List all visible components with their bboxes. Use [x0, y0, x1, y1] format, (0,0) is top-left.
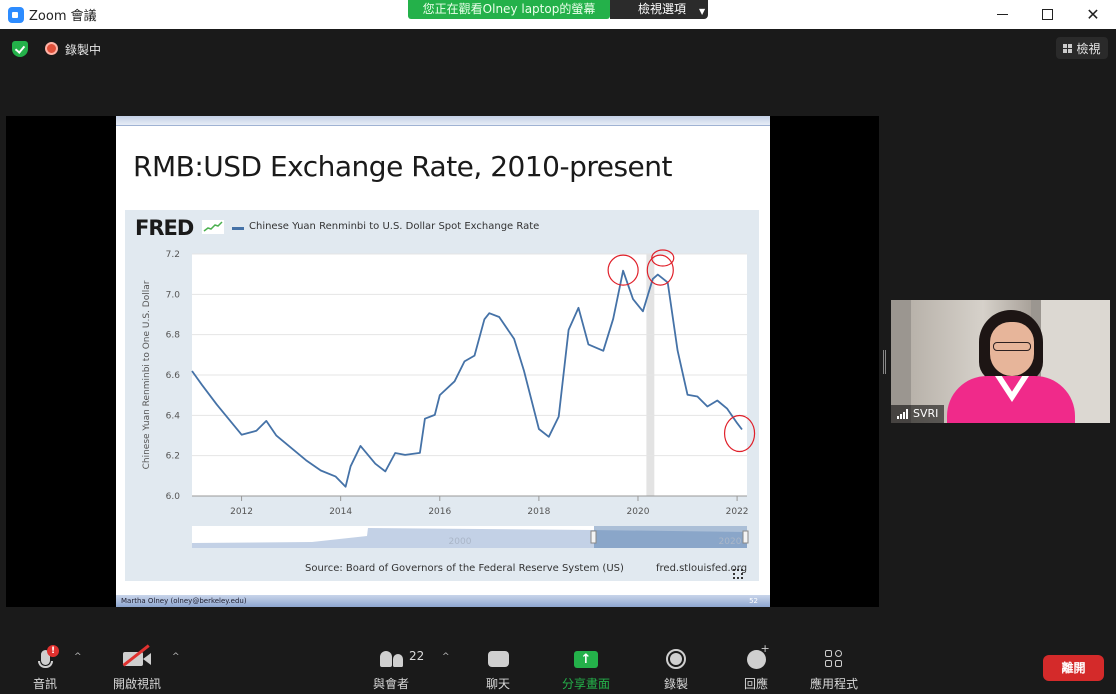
grid-icon [1063, 43, 1073, 53]
participants-label: 與會者 [373, 677, 410, 691]
panel-resize-handle[interactable] [883, 350, 886, 374]
participants-options-caret-icon[interactable]: ^ [442, 652, 450, 662]
participant-name-tag: SVRI [891, 405, 945, 423]
app-title: Zoom 會議 [29, 9, 97, 24]
audio-button[interactable]: 音訊 [33, 648, 57, 692]
apps-label: 應用程式 [810, 677, 859, 691]
reactions-label: 回應 [744, 677, 769, 691]
close-icon: ✕ [1086, 5, 1100, 24]
viewing-screen-banner: 您正在觀看Olney laptop的螢幕 [408, 0, 610, 19]
maximize-button[interactable] [1024, 0, 1070, 29]
x-tick-label: 2014 [329, 507, 352, 517]
participants-icon [379, 648, 403, 670]
chart-source-url[interactable]: fred.stlouisfed.org [656, 563, 748, 574]
legend-label: Chinese Yuan Renminbi to U.S. Dollar Spo… [249, 221, 540, 232]
y-tick-label: 7.0 [166, 290, 181, 300]
leave-meeting-button[interactable]: 離開 [1043, 655, 1104, 681]
navigator-label-right: 2020 [719, 537, 742, 547]
apps-button[interactable]: 應用程式 [810, 648, 858, 692]
annotation-circle-2019 [607, 254, 639, 286]
exchange-rate-chart: 6.0 6.2 6.4 6.6 6.8 7.0 7.2 2012 2014 2016 2018 202… [142, 249, 756, 548]
x-tick-label: 2012 [230, 507, 253, 517]
recording-status: 錄製中 [65, 43, 102, 57]
view-options-button[interactable]: 檢視選項 ▼ [610, 0, 708, 19]
participants-button[interactable]: 與會者 [373, 648, 409, 692]
annotation-circle-2020a [646, 254, 674, 286]
zoom-logo-icon [8, 7, 24, 23]
annotation-circle-2022 [723, 414, 756, 453]
chevron-down-icon: ▼ [699, 7, 706, 16]
series-line [191, 269, 743, 488]
y-tick-label: 6.0 [166, 492, 181, 502]
share-screen-button[interactable]: ↑ 分享畫面 [562, 648, 610, 692]
meeting-toolbar [0, 640, 1116, 694]
reactions-icon [746, 642, 770, 670]
annotation-circle-2020b [651, 249, 675, 267]
slide-page-number: 52 [749, 597, 758, 605]
reactions-button[interactable]: 回應 [744, 642, 770, 692]
chat-label: 聊天 [486, 677, 511, 691]
video-label: 開啟視訊 [113, 677, 162, 691]
x-tick-label: 2016 [428, 507, 451, 517]
minimize-icon [996, 13, 1008, 16]
share-screen-label: 分享畫面 [562, 677, 611, 691]
navigator-label: 2000 [449, 537, 472, 547]
participant-name: SVRI [913, 407, 939, 420]
share-screen-icon: ↑ [574, 648, 598, 670]
fullscreen-icon[interactable] [733, 569, 743, 579]
slide-title: RMB:USD Exchange Rate, 2010-present [133, 150, 673, 183]
participants-count: 22 [409, 649, 425, 663]
y-tick-label: 6.6 [166, 371, 181, 381]
y-tick-label: 6.2 [166, 452, 180, 462]
encryption-shield-icon[interactable] [12, 41, 28, 57]
navigator-handle-right [742, 530, 749, 544]
view-layout-label: 檢視 [1076, 41, 1101, 56]
slide-footer: Martha Olney (olney@berkeley.edu) 52 [116, 595, 770, 607]
navigator-selection [594, 526, 747, 548]
fred-logo: FRED [135, 216, 194, 240]
x-tick-label: 2020 [627, 507, 650, 517]
y-tick-label: 6.8 [166, 331, 181, 341]
start-video-button[interactable]: 開啟視訊 [113, 644, 162, 692]
fred-logo-chart-icon [202, 220, 224, 234]
participant-face [990, 322, 1034, 376]
apps-icon [825, 648, 843, 670]
participant-video[interactable] [891, 300, 1110, 423]
y-tick-label: 7.2 [166, 250, 180, 260]
close-button[interactable]: ✕ [1070, 0, 1116, 29]
chart-source: Source: Board of Governors of the Federa… [305, 563, 624, 574]
chat-icon [487, 648, 509, 670]
view-layout-button[interactable]: 檢視 [1056, 37, 1108, 59]
audio-label: 音訊 [33, 677, 58, 691]
maximize-icon [1041, 9, 1053, 20]
chat-button[interactable]: 聊天 [486, 648, 510, 692]
microphone-icon [37, 648, 53, 670]
minimize-button[interactable] [979, 0, 1025, 29]
y-tick-label: 6.4 [166, 411, 181, 421]
slide-header-bar [116, 116, 770, 126]
record-button[interactable]: 錄製 [664, 648, 688, 692]
x-tick-label: 2022 [726, 507, 749, 517]
slide-footer-author: Martha Olney (olney@berkeley.edu) [121, 597, 247, 605]
recording-icon [45, 42, 58, 55]
signal-strength-icon [897, 409, 908, 419]
x-tick-label: 2018 [527, 507, 550, 517]
audio-warning-badge: ! [47, 645, 59, 657]
participant-glasses [993, 342, 1031, 351]
navigator-area [192, 528, 747, 548]
y-axis-label: Chinese Yuan Renminbi to One U.S. Dollar [142, 280, 152, 469]
view-options-label: 檢視選項 [638, 2, 687, 16]
legend-swatch [232, 227, 244, 230]
record-label: 錄製 [664, 677, 689, 691]
video-options-caret-icon[interactable]: ^ [172, 652, 180, 662]
record-icon [666, 648, 686, 670]
navigator-handle-left [590, 530, 597, 544]
video-off-icon [122, 644, 151, 670]
audio-options-caret-icon[interactable]: ^ [74, 652, 82, 662]
